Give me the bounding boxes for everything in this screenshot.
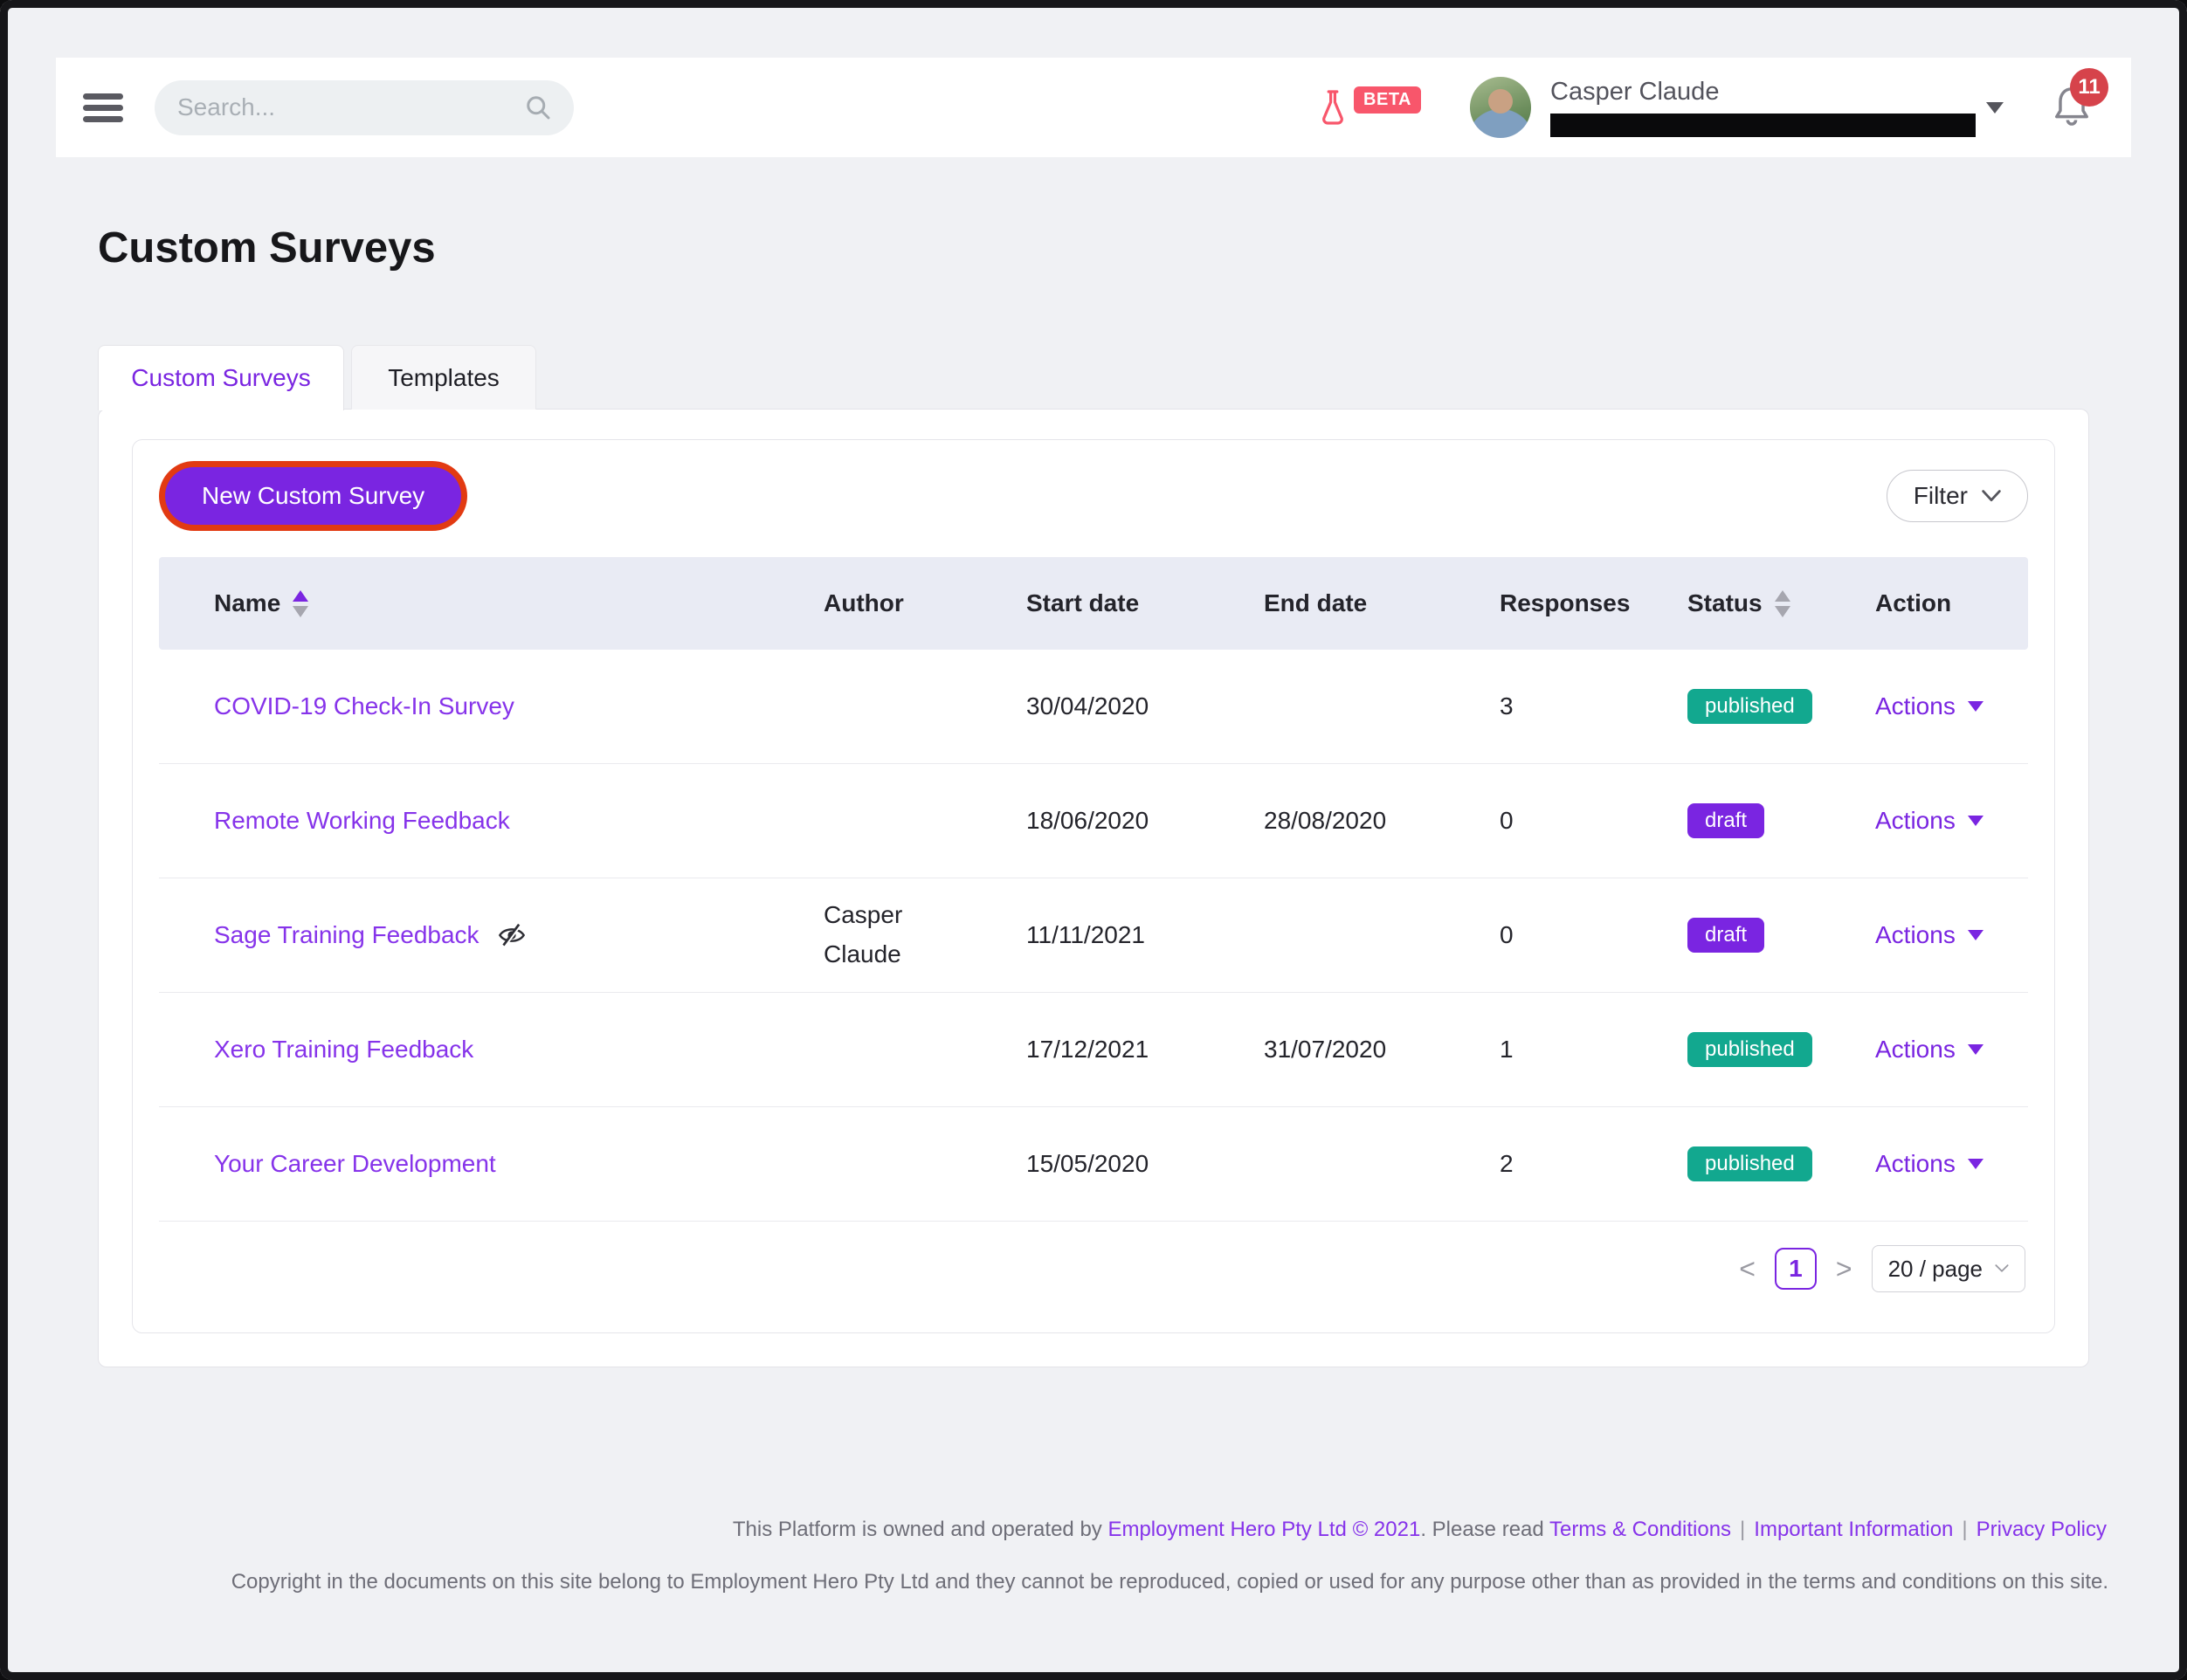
terms-conditions-link[interactable]: Terms & Conditions — [1549, 1518, 1732, 1541]
employment-hero-link[interactable]: Employment Hero Pty Ltd © 2021 — [1107, 1518, 1421, 1541]
filter-label: Filter — [1913, 482, 1968, 509]
column-header-name[interactable]: Name — [159, 589, 824, 617]
column-header-responses: Responses — [1500, 589, 1631, 616]
author-cell: Casper Claude — [824, 901, 903, 967]
table-row: Sage Training Feedback Casper Claude 11/… — [159, 878, 2028, 993]
start-date-cell: 15/05/2020 — [1026, 1150, 1149, 1177]
beta-flask-icon — [1322, 90, 1343, 125]
pagination-prev[interactable]: < — [1739, 1252, 1756, 1284]
hamburger-menu-icon[interactable] — [83, 93, 123, 122]
end-date-cell: 28/08/2020 — [1264, 807, 1387, 834]
table-row: Xero Training Feedback 17/12/2021 31/07/… — [159, 993, 2028, 1107]
column-header-end-date: End date — [1264, 589, 1368, 616]
status-badge: draft — [1687, 803, 1765, 838]
hidden-eye-off-icon — [498, 923, 525, 947]
tab-content-panel: New Custom Survey Filter Name Author — [98, 409, 2089, 1367]
status-badge: published — [1687, 689, 1812, 724]
user-block[interactable]: Casper Claude — [1550, 78, 1976, 137]
footer-line-1: This Platform is owned and operated by E… — [732, 1518, 2107, 1541]
survey-name-link[interactable]: COVID-19 Check-In Survey — [214, 692, 514, 720]
table-row: Your Career Development 15/05/2020 2 pub… — [159, 1107, 2028, 1222]
search-placeholder: Search... — [177, 93, 276, 120]
notification-count-badge: 11 — [2070, 67, 2108, 107]
responses-cell: 3 — [1500, 692, 1514, 720]
tab-templates[interactable]: Templates — [351, 345, 536, 410]
status-badge: published — [1687, 1032, 1812, 1067]
survey-name-link[interactable]: Xero Training Feedback — [214, 1036, 474, 1063]
sort-icons-name[interactable] — [293, 589, 309, 617]
status-badge: published — [1687, 1146, 1812, 1181]
filter-button[interactable]: Filter — [1886, 470, 2028, 522]
tab-bar: Custom Surveys Templates — [98, 345, 536, 410]
chevron-down-icon — [1982, 490, 2001, 502]
column-header-start-date: Start date — [1026, 589, 1140, 616]
responses-cell: 0 — [1500, 921, 1514, 948]
table-row: COVID-19 Check-In Survey 30/04/2020 3 pu… — [159, 650, 2028, 764]
survey-name-link[interactable]: Sage Training Feedback — [214, 921, 479, 948]
user-name: Casper Claude — [1550, 78, 1720, 106]
page-title: Custom Surveys — [98, 224, 436, 272]
column-header-action: Action — [1875, 589, 1952, 616]
surveys-card: New Custom Survey Filter Name Author — [132, 439, 2055, 1333]
responses-cell: 2 — [1500, 1150, 1514, 1177]
avatar[interactable] — [1470, 77, 1531, 138]
survey-name-link[interactable]: Remote Working Feedback — [214, 807, 510, 834]
table-header: Name Author Start date End date Response… — [159, 557, 2028, 650]
actions-dropdown[interactable]: Actions — [1875, 807, 1983, 835]
status-badge: draft — [1687, 918, 1765, 953]
card-toolbar: New Custom Survey Filter — [159, 467, 2028, 525]
chevron-down-icon — [1995, 1264, 2009, 1272]
pagination-page-1[interactable]: 1 — [1774, 1248, 1817, 1290]
chevron-down-icon — [1967, 1159, 1983, 1169]
new-custom-survey-button[interactable]: New Custom Survey — [165, 467, 462, 525]
top-bar-right: BETA Casper Claude 11 — [1319, 67, 2108, 138]
pagination: < 1 > 20 / page — [159, 1222, 2028, 1316]
page-size-select[interactable]: 20 / page — [1871, 1245, 2025, 1292]
end-date-cell: 31/07/2020 — [1264, 1036, 1387, 1063]
top-bar: Search... BETA Casper Claude — [56, 58, 2131, 157]
table-row: Remote Working Feedback 18/06/2020 28/08… — [159, 764, 2028, 878]
responses-cell: 1 — [1500, 1036, 1514, 1063]
pagination-next[interactable]: > — [1835, 1252, 1852, 1284]
sort-icons-status[interactable] — [1774, 589, 1790, 617]
chevron-down-icon — [1967, 816, 1983, 826]
start-date-cell: 17/12/2021 — [1026, 1036, 1149, 1063]
chevron-down-icon — [1967, 701, 1983, 712]
survey-name-link[interactable]: Your Career Development — [214, 1150, 496, 1177]
column-header-status[interactable]: Status — [1687, 589, 1875, 617]
actions-dropdown[interactable]: Actions — [1875, 1036, 1983, 1064]
notifications-button[interactable]: 11 — [2052, 67, 2108, 132]
user-menu-chevron-down-icon[interactable] — [1986, 101, 2004, 114]
footer-line-2: Copyright in the documents on this site … — [231, 1570, 2108, 1594]
chevron-down-icon — [1967, 930, 1983, 940]
actions-dropdown[interactable]: Actions — [1875, 921, 1983, 949]
tab-custom-surveys[interactable]: Custom Surveys — [98, 345, 344, 410]
important-information-link[interactable]: Important Information — [1754, 1518, 1954, 1541]
start-date-cell: 30/04/2020 — [1026, 692, 1149, 720]
column-header-author: Author — [824, 589, 904, 616]
beta-badge: BETA — [1354, 86, 1421, 114]
start-date-cell: 11/11/2021 — [1026, 921, 1145, 948]
actions-dropdown[interactable]: Actions — [1875, 692, 1983, 720]
table-body: COVID-19 Check-In Survey 30/04/2020 3 pu… — [159, 650, 2028, 1222]
redacted-email — [1550, 114, 1976, 137]
search-input[interactable]: Search... — [155, 79, 574, 135]
responses-cell: 0 — [1500, 807, 1514, 834]
actions-dropdown[interactable]: Actions — [1875, 1150, 1983, 1178]
privacy-policy-link[interactable]: Privacy Policy — [1976, 1518, 2107, 1541]
start-date-cell: 18/06/2020 — [1026, 807, 1149, 834]
search-icon — [527, 96, 550, 120]
chevron-down-icon — [1967, 1044, 1983, 1055]
